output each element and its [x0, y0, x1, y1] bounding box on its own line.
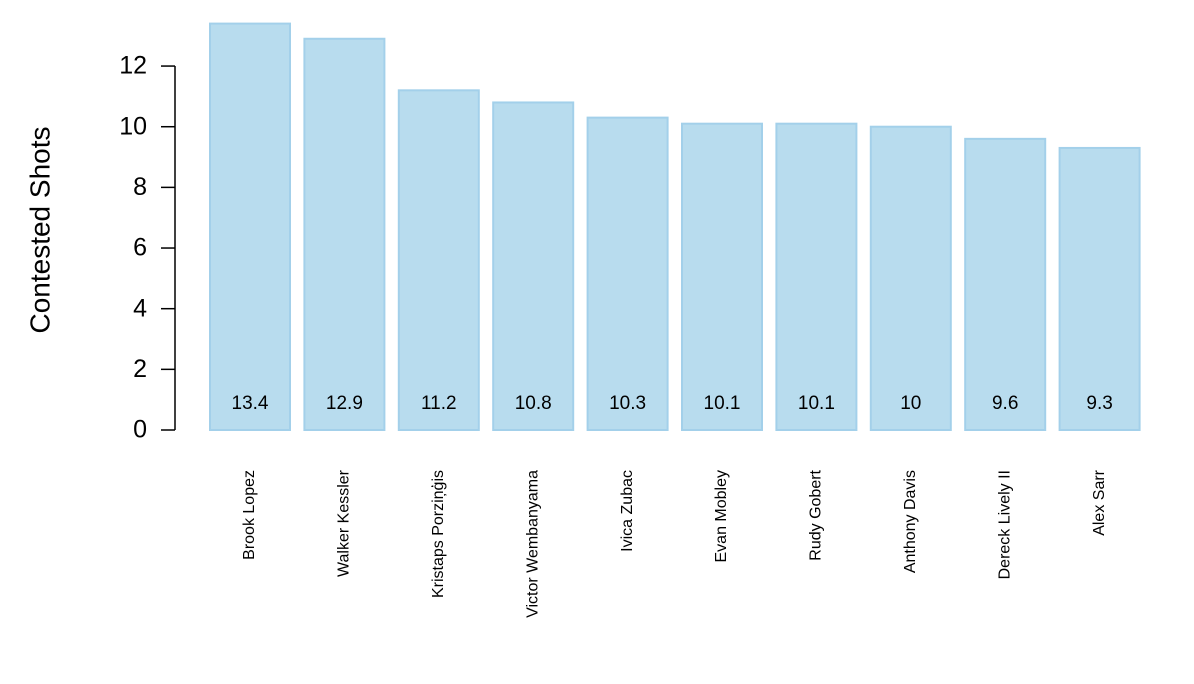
- bar: [209, 22, 291, 431]
- bar: [869, 125, 952, 431]
- x-tick-label: Victor Wembanyama: [524, 470, 541, 618]
- value-label: 9.6: [992, 393, 1018, 414]
- bar: [397, 89, 480, 431]
- y-tick-label: 6: [133, 234, 147, 262]
- x-tick-label: Evan Mobley: [713, 470, 730, 563]
- y-tick-label: 0: [133, 416, 147, 444]
- x-tick-label: Alex Sarr: [1091, 469, 1108, 535]
- y-tick-label: 12: [119, 52, 147, 80]
- x-tick-label: Dereck Lively II: [996, 470, 1013, 579]
- value-label: 10.8: [515, 393, 552, 414]
- x-tick-label: Anthony Davis: [902, 470, 919, 573]
- x-tick-label: Brook Lopez: [241, 470, 258, 560]
- y-axis-label: Contested Shots: [24, 126, 55, 333]
- bar: [492, 101, 575, 431]
- bar: [1058, 146, 1141, 432]
- y-tick-label: 10: [119, 112, 147, 140]
- bar: [775, 122, 858, 431]
- y-tick-label: 2: [133, 355, 147, 383]
- x-tick-label: Kristaps Porziņģis: [429, 470, 447, 598]
- value-label: 10.3: [609, 393, 646, 414]
- value-label: 10: [900, 393, 921, 414]
- value-label: 11.2: [421, 393, 457, 414]
- bar: [303, 37, 386, 431]
- value-label: 12.9: [326, 393, 363, 414]
- bar: [681, 122, 763, 431]
- value-label: 10.1: [798, 393, 835, 414]
- x-tick-label: Ivica Zubac: [619, 470, 636, 552]
- value-label: 10.1: [704, 393, 741, 414]
- y-tick-label: 4: [133, 294, 147, 322]
- value-label: 13.4: [232, 393, 269, 414]
- x-tick-label: Rudy Gobert: [808, 469, 825, 560]
- x-tick-label: Walker Kessler: [336, 469, 353, 577]
- bar: [586, 116, 669, 431]
- y-tick-label: 8: [133, 173, 147, 201]
- value-label: 9.3: [1086, 393, 1112, 414]
- bar: [964, 137, 1047, 432]
